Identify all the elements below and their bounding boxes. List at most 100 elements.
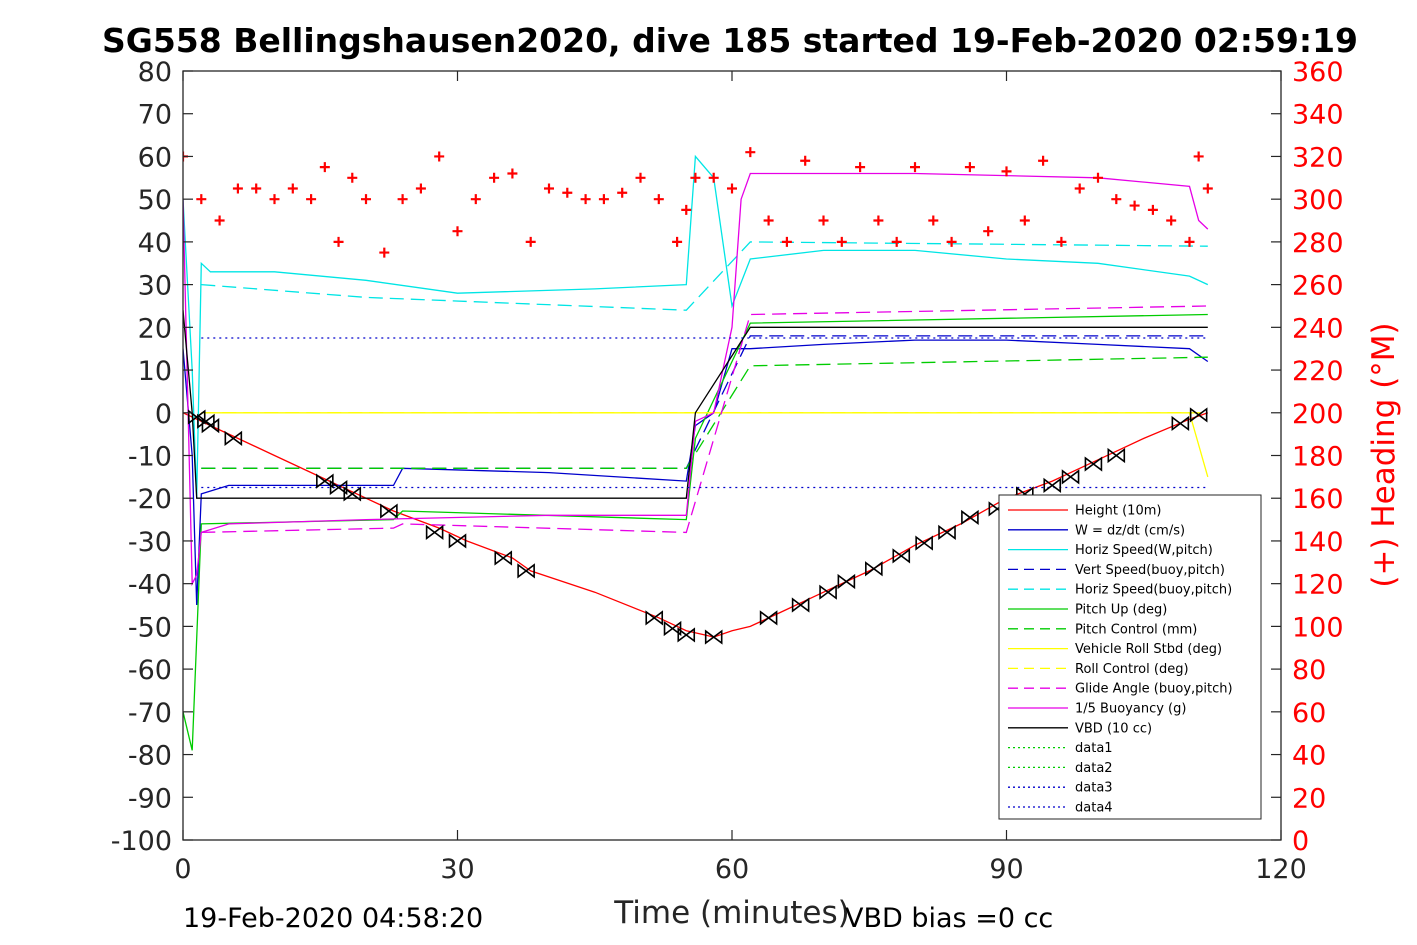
y2-tick-label-9: 180	[1292, 442, 1344, 473]
y-tick-label-16: -80	[128, 741, 172, 772]
heading-layer	[183, 147, 1213, 258]
y2-tick-label-13: 100	[1292, 612, 1344, 643]
legend-label-9: Glide Angle (buoy,pitch)	[1075, 682, 1233, 697]
heading-point-37	[818, 215, 829, 226]
dive-marker-30	[1107, 447, 1126, 464]
series-line-glide-angle-buoy-pitch	[201, 305, 1208, 534]
series-line-horiz-speed-buoy-pitch	[201, 241, 1208, 311]
y-axis-right: 3603403203002802602402202001801601401201…	[1271, 57, 1344, 857]
marker-layer	[187, 407, 1208, 645]
y-tick-label-0: 80	[138, 57, 172, 88]
heading-point-34	[763, 215, 774, 226]
heading-point-1	[196, 194, 207, 205]
chart-title: SG558 Bellingshausen2020, dive 185 start…	[102, 21, 1358, 60]
heading-point-41	[891, 236, 902, 247]
series-line-horiz-speed-w-pitch	[183, 154, 1209, 499]
legend-label-10: 1/5 Buoyancy (g)	[1075, 702, 1186, 717]
plot-area	[183, 147, 1213, 751]
legend-label-13: data2	[1075, 761, 1113, 776]
series-line-pitch-control-mm	[201, 356, 1208, 469]
y2-tick-label-7: 220	[1292, 356, 1344, 387]
legend-label-5: Pitch Up (deg)	[1075, 603, 1167, 618]
heading-point-9	[333, 236, 344, 247]
legend: Height (10m) W = dz/dt (cm/s) Horiz Speed(…	[998, 494, 1262, 820]
legend-label-3: Vert Speed(buoy,pitch)	[1075, 563, 1225, 578]
series-line-vehicle-roll-stbd-deg	[201, 412, 1209, 478]
y-tick-label-9: -10	[128, 442, 172, 473]
y2-tick-label-16: 40	[1292, 741, 1326, 772]
heading-point-21	[544, 183, 554, 194]
heading-point-45	[964, 162, 975, 173]
heading-point-6	[287, 183, 298, 194]
heading-point-51	[1074, 183, 1085, 194]
y2-tick-label-15: 60	[1292, 698, 1326, 729]
dive-marker-24	[961, 509, 979, 526]
x-axis-label: Time (minutes)	[613, 895, 849, 931]
y-axis-left: 80 70 60 50 40 30 20 10 0 -10 -20 -30 -40 -50 -60 -70 -8…	[111, 57, 193, 857]
heading-point-17	[470, 194, 481, 205]
heading-point-36	[800, 155, 811, 166]
dive-marker-28	[1061, 469, 1080, 485]
y-tick-label-2: 60	[138, 142, 172, 173]
legend-label-7: Vehicle Roll Stbd (deg)	[1075, 642, 1222, 657]
dive-marker-32	[1189, 407, 1208, 423]
dive-marker-8	[425, 524, 444, 540]
legend-label-14: data3	[1075, 781, 1113, 796]
dive-marker-21	[892, 548, 911, 564]
heading-point-25	[617, 187, 628, 198]
y2-tick-label-0: 360	[1292, 57, 1344, 88]
heading-point-47	[1001, 166, 1012, 177]
dive-marker-23	[938, 524, 956, 540]
legend-label-8: Roll Control (deg)	[1075, 662, 1189, 677]
series-line-1-5-buoyancy-g	[183, 172, 1209, 587]
series-line-vert-speed-buoy-pitch	[201, 335, 1208, 469]
series-layer	[183, 154, 1209, 751]
heading-point-52	[1093, 172, 1103, 183]
y-tick-label-5: 30	[138, 271, 172, 302]
x-tick-label-3: 90	[989, 854, 1023, 885]
y2-tick-label-12: 120	[1292, 570, 1344, 601]
heading-point-42	[910, 162, 920, 173]
heading-point-57	[1184, 236, 1195, 247]
dive-marker-29	[1084, 456, 1103, 472]
y2-tick-label-18: 0	[1292, 826, 1309, 857]
y2-tick-label-17: 20	[1292, 783, 1326, 814]
heading-point-30	[690, 172, 701, 183]
y-tick-label-17: -90	[128, 783, 172, 814]
heading-point-19	[507, 168, 518, 179]
legend-label-0: Height (10m)	[1075, 504, 1161, 519]
x-tick-label-0: 0	[174, 854, 191, 885]
heading-point-48	[1019, 215, 1030, 226]
heading-point-39	[855, 162, 866, 173]
heading-point-56	[1166, 215, 1177, 226]
footer-timestamp: 19-Feb-2020 04:58:20	[183, 903, 483, 934]
x-tick-label-2: 60	[715, 854, 749, 885]
y2-tick-label-3: 300	[1292, 185, 1344, 216]
heading-point-2	[214, 215, 225, 226]
dive-marker-20	[865, 561, 883, 577]
y2-tick-label-2: 320	[1292, 142, 1344, 173]
y-tick-label-4: 40	[138, 228, 172, 259]
y-tick-label-7: 10	[138, 356, 172, 387]
heading-point-11	[361, 194, 371, 205]
heading-point-3	[232, 183, 243, 194]
heading-point-13	[397, 194, 408, 205]
heading-point-23	[580, 194, 591, 205]
heading-point-15	[434, 151, 445, 162]
heading-point-18	[489, 172, 500, 183]
dive-marker-13	[663, 620, 682, 637]
heading-point-40	[873, 215, 884, 226]
dive-marker-19	[837, 573, 856, 590]
heading-point-54	[1129, 200, 1140, 211]
series-line-vbd-10-cc	[183, 310, 1208, 499]
y-tick-label-13: -50	[128, 612, 172, 643]
heading-point-29	[681, 204, 692, 215]
dive-marker-22	[915, 535, 933, 551]
heading-point-28	[672, 236, 683, 247]
heading-point-43	[928, 215, 939, 226]
series-line-pitch-up-deg	[183, 313, 1208, 751]
legend-label-2: Horiz Speed(W,pitch)	[1075, 543, 1213, 558]
y-tick-label-10: -20	[128, 484, 172, 515]
dive-marker-17	[791, 597, 810, 613]
